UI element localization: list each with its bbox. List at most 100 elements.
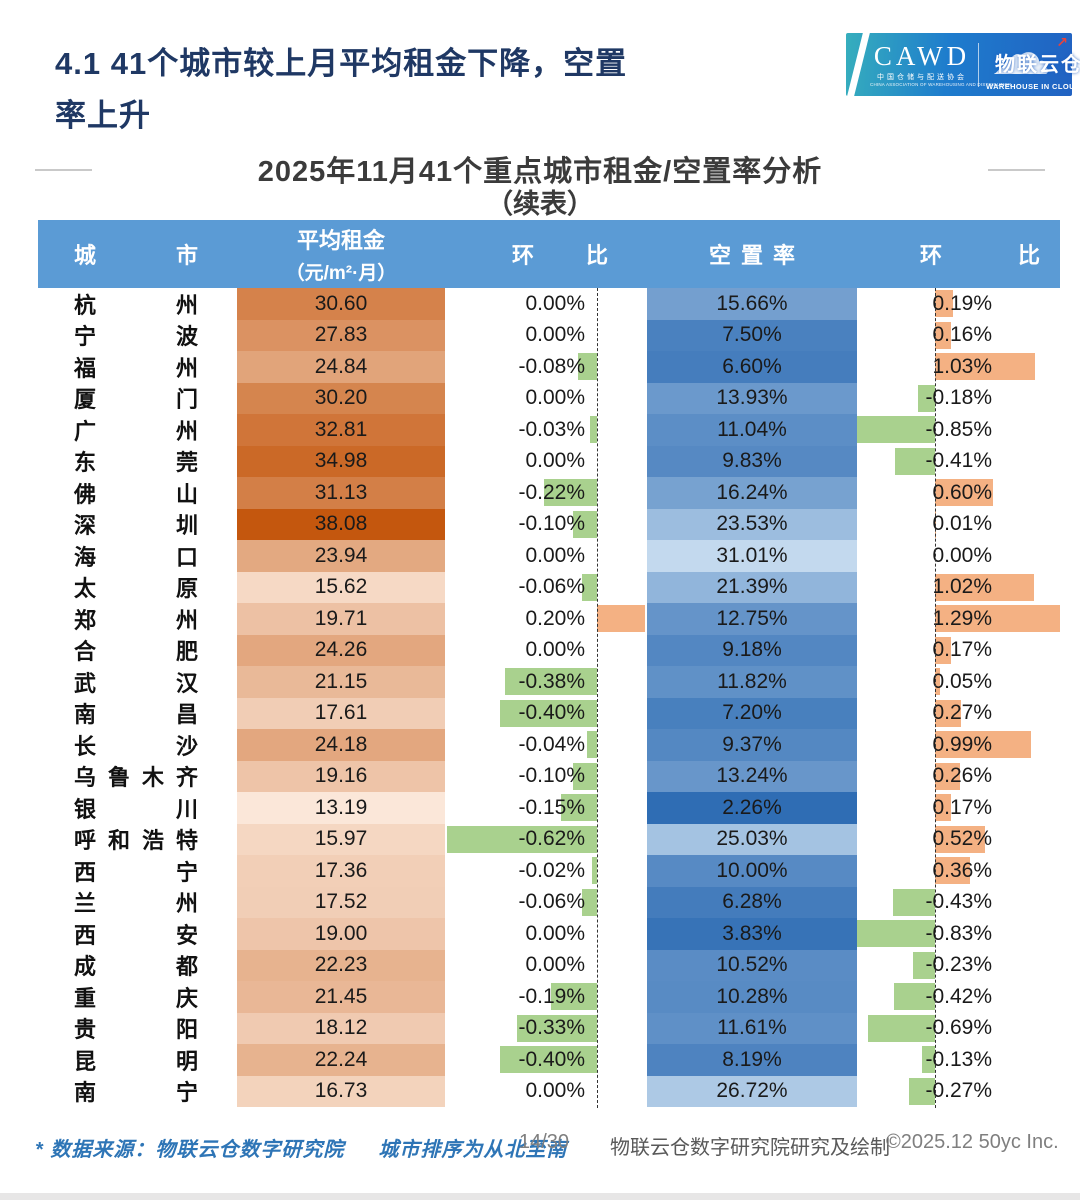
rent-mom-value: 0.00% <box>525 921 585 945</box>
rent-mom-bar <box>560 794 597 821</box>
table-row: 杭州 30.60 0.00% 15.66% 0.19% <box>38 288 1060 320</box>
vacancy-mom-bar <box>908 1077 935 1105</box>
city-name: 厦门 <box>74 387 198 413</box>
city-name: 深圳 <box>74 513 198 539</box>
vacancy-value: 31.01% <box>647 540 857 572</box>
vacancy-mom-bar <box>935 668 940 695</box>
vacancy-value: 10.00% <box>647 855 857 887</box>
table-row: 太原 15.62 -0.06% 21.39% 1.02% <box>38 571 1060 603</box>
rent-mom-bar <box>505 668 597 695</box>
rent-mom-value: -0.15% <box>518 795 585 819</box>
rent-mom-value: 0.00% <box>525 291 585 315</box>
table-row: 深圳 38.08 -0.10% 23.53% 0.01% <box>38 508 1060 540</box>
rent-value: 21.15 <box>237 666 445 698</box>
rent-mom-bar <box>592 857 597 884</box>
rent-mom-value: -0.10% <box>518 512 585 536</box>
rent-value: 22.24 <box>237 1044 445 1076</box>
col-header-rent-mom: 环比 <box>512 243 608 268</box>
vacancy-mom-bar <box>912 951 935 979</box>
rent-mom-value: -0.19% <box>518 984 585 1008</box>
table-row: 成都 22.23 0.00% 10.52% -0.23% <box>38 949 1060 981</box>
vacancy-mom-bar <box>894 983 935 1010</box>
vacancy-mom-bar <box>868 1014 935 1042</box>
city-name: 呼和浩特 <box>74 828 198 854</box>
city-name: 成都 <box>74 954 198 980</box>
logo-banner: CAWD 中国仓储与配送协会 CHINA ASSOCIATION OF WARE… <box>846 24 1080 98</box>
table-row: 南昌 17.61 -0.40% 7.20% 0.27% <box>38 697 1060 729</box>
city-name: 长沙 <box>74 733 198 759</box>
vacancy-mom-bar <box>935 731 1032 758</box>
rent-value: 31.13 <box>237 477 445 509</box>
rent-mom-value: -0.40% <box>518 1047 585 1071</box>
table-row: 南宁 16.73 0.00% 26.72% -0.27% <box>38 1075 1060 1107</box>
vacancy-mom-bar <box>935 794 952 821</box>
city-name: 乌鲁木齐 <box>74 765 198 791</box>
city-name: 贵阳 <box>74 1017 198 1043</box>
cawd-logo-text: CAWD <box>873 40 971 71</box>
rent-mom-value: 0.20% <box>525 606 585 630</box>
rent-value: 19.16 <box>237 760 445 792</box>
vacancy-mom-value: 0.52% <box>932 827 992 851</box>
table-row: 乌鲁木齐 19.16 -0.10% 13.24% 0.26% <box>38 760 1060 792</box>
vacancy-mom-value: -0.27% <box>925 1079 992 1103</box>
city-name: 西宁 <box>74 859 198 885</box>
vacancy-mom-bar <box>922 1046 935 1073</box>
table-header: 城市 平均租金 （元/m²·月） 环比 空置率 环比 <box>38 220 1060 288</box>
vacancy-mom-value: 0.05% <box>932 669 992 693</box>
cloud-icon: ☁ <box>991 20 1051 87</box>
city-name: 银川 <box>74 796 198 822</box>
rent-mom-bar <box>577 353 597 380</box>
city-name: 昆明 <box>74 1048 198 1074</box>
chart-title: 2025年11月41个重点城市租金/空置率分析 <box>257 156 823 188</box>
rent-mom-value: -0.38% <box>518 669 585 693</box>
footer-source-note: * 数据来源：物联云仓数字研究院 城市排序为从北至南 <box>35 1133 567 1162</box>
rent-value: 16.73 <box>237 1075 445 1107</box>
table-row: 西安 19.00 0.00% 3.83% -0.83% <box>38 918 1060 950</box>
rent-mom-zero-axis <box>597 288 598 1108</box>
vacancy-value: 13.93% <box>647 382 857 414</box>
vacancy-mom-bar <box>935 479 994 506</box>
subtitle-left-dash <box>35 169 92 171</box>
rent-mom-bar <box>517 1014 597 1042</box>
rent-mom-value: -0.33% <box>518 1016 585 1040</box>
vacancy-mom-bar <box>852 416 935 443</box>
rent-mom-value: -0.04% <box>518 732 585 756</box>
vacancy-mom-value: 0.17% <box>932 638 992 662</box>
rent-mom-value: 0.00% <box>525 323 585 347</box>
city-name: 海口 <box>74 544 198 570</box>
arrow-up-right-icon: ↗ <box>1056 34 1068 50</box>
rent-value: 15.62 <box>237 571 445 603</box>
col-header-rent: 平均租金 （元/m²·月） <box>237 220 445 288</box>
rent-mom-value: -0.08% <box>518 354 585 378</box>
col-header-rent-line2: （元/m²·月） <box>285 263 397 284</box>
vacancy-mom-value: -0.23% <box>925 953 992 977</box>
vacancy-mom-value: 0.60% <box>932 480 992 504</box>
city-name: 重庆 <box>74 985 198 1011</box>
vacancy-value: 9.83% <box>647 445 857 477</box>
vacancy-mom-bar <box>935 762 961 790</box>
rent-mom-value: -0.40% <box>518 701 585 725</box>
rent-mom-bar <box>582 888 597 916</box>
rent-value: 17.52 <box>237 886 445 918</box>
vacancy-mom-value: -0.13% <box>925 1047 992 1071</box>
cawd-logo-english: CHINA ASSOCIATION OF WAREHOUSING AND DIS… <box>870 81 1012 87</box>
rent-mom-bar <box>500 699 597 727</box>
table-row: 宁波 27.83 0.00% 7.50% 0.16% <box>38 319 1060 351</box>
table-row: 昆明 22.24 -0.40% 8.19% -0.13% <box>38 1044 1060 1076</box>
vacancy-value: 25.03% <box>647 823 857 855</box>
rent-mom-bar <box>572 510 597 538</box>
table-row: 广州 32.81 -0.03% 11.04% -0.85% <box>38 414 1060 446</box>
rent-mom-value: 0.00% <box>525 449 585 473</box>
city-name: 福州 <box>74 355 198 381</box>
vacancy-value: 2.26% <box>647 792 857 824</box>
rent-mom-bar <box>582 573 597 601</box>
vacancy-value: 11.82% <box>647 666 857 698</box>
rent-value: 19.71 <box>237 603 445 635</box>
footer-credit: 物联云仓数字研究院研究及绘制 <box>610 1137 890 1159</box>
rent-mom-value: 0.00% <box>525 386 585 410</box>
vacancy-value: 7.20% <box>647 697 857 729</box>
footer-copyright: ©2025.12 50yc Inc. <box>886 1131 1059 1153</box>
brand-tagline: WAREHOUSE IN CLOUD <box>986 82 1080 91</box>
rent-mom-value: 0.00% <box>525 953 585 977</box>
